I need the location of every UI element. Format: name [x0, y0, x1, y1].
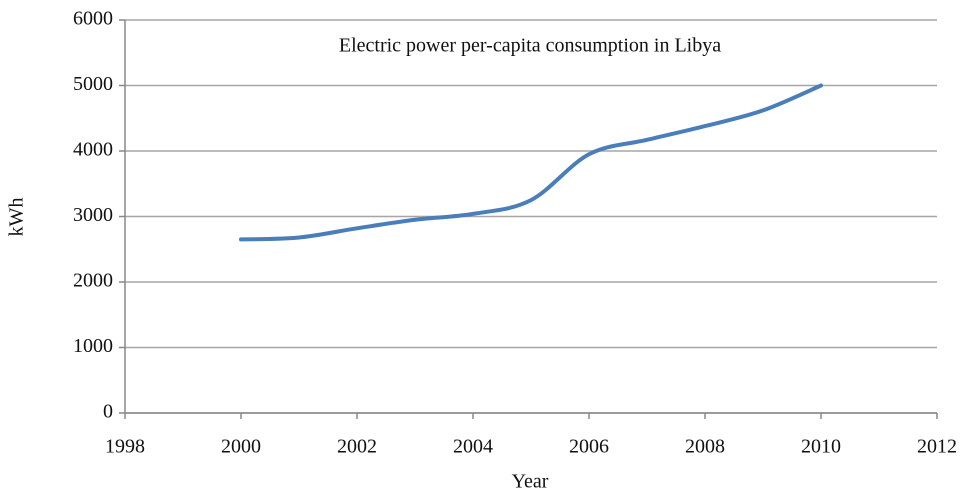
x-axis-label: Year — [512, 471, 549, 493]
x-tick-label: 2004 — [453, 436, 493, 458]
y-axis-label: kWh — [6, 198, 28, 237]
chart-title: Electric power per-capita consumption in… — [339, 35, 721, 57]
y-tick-label: 2000 — [73, 270, 113, 292]
y-tick-label: 3000 — [73, 204, 113, 226]
x-tick-label: 2000 — [221, 436, 261, 458]
y-tick-label: 5000 — [73, 73, 113, 95]
data-line — [239, 83, 823, 242]
y-tick-label: 1000 — [73, 335, 113, 357]
x-tick-label: 2008 — [685, 436, 725, 458]
x-tick-label: 2010 — [801, 436, 841, 458]
y-tick-label: 4000 — [73, 139, 113, 161]
y-tick-label: 0 — [103, 401, 113, 423]
x-tick-label: 2012 — [917, 436, 957, 458]
x-tick-label: 2002 — [337, 436, 377, 458]
x-tick-label: 1998 — [105, 436, 145, 458]
y-tick-label: 6000 — [73, 8, 113, 30]
x-tick-label: 2006 — [569, 436, 609, 458]
